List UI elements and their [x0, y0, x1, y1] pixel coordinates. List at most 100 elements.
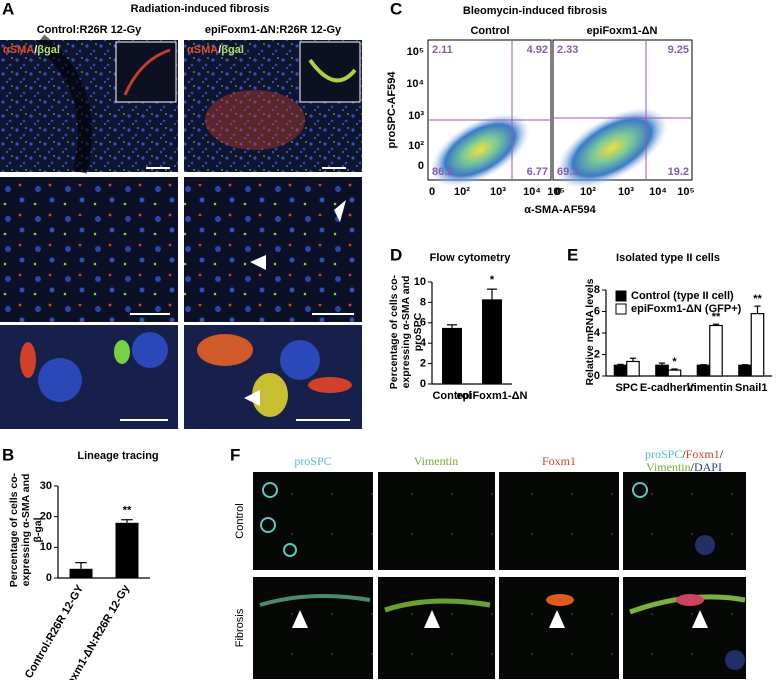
significance-label: ** [712, 311, 721, 323]
stain-label: αSMA/βgal [187, 44, 244, 56]
significance-label: * [672, 356, 677, 368]
bar [442, 327, 462, 384]
panel-c-plots [427, 39, 693, 189]
x-tick-label: 10⁵ [677, 186, 694, 198]
panel-letter: B [2, 445, 14, 464]
bar [667, 369, 682, 377]
bar [626, 360, 640, 377]
bar [115, 522, 139, 578]
column-label: Control [470, 25, 509, 37]
x-tick-label: 10³ [618, 186, 634, 198]
y-tick-label: 10⁵ [407, 46, 424, 58]
chart-title: Isolated type II cells [616, 252, 720, 264]
y-tick-label: 4 [420, 337, 427, 349]
x-tick-label: 0 [555, 186, 561, 198]
x-tick-label: 10⁴ [649, 186, 667, 198]
panel-f-images [253, 472, 746, 679]
row-label: Control [234, 503, 246, 538]
bar [709, 324, 723, 377]
y-tick-label: 0 [46, 572, 52, 584]
x-tick-label: 10⁵ [547, 186, 564, 198]
y-tick-label: 4 [594, 327, 601, 339]
y-tick-label: 10² [408, 140, 424, 152]
panel-title: Bleomycin-induced fibrosis [463, 5, 607, 17]
x-tick-label: 10³ [490, 186, 506, 198]
micrograph [0, 177, 178, 322]
x-tick-label: 10² [454, 186, 470, 198]
y-tick-label: 2 [594, 348, 600, 360]
quadrant-value: 2.33 [557, 44, 578, 56]
merge-label: Vimentin/DAPI [646, 460, 722, 474]
quadrant-value: 86.2 [432, 166, 453, 178]
bar [696, 364, 711, 377]
y-tick-label: 10⁴ [406, 78, 424, 90]
bar [738, 364, 752, 377]
bar [482, 299, 502, 384]
x-tick-label: Vimentin [687, 382, 734, 394]
y-tick-label: 10³ [408, 110, 424, 122]
y-axis-label: Percentage of cells co-expressing α-SMA … [388, 274, 424, 390]
y-tick-label: 0 [420, 378, 426, 390]
y-tick-label: 0 [418, 160, 424, 172]
y-tick-label: 20 [40, 511, 52, 523]
micrograph [184, 177, 362, 322]
stain-part: βgal [37, 44, 60, 56]
x-tick-label: Snail1 [735, 382, 767, 394]
bar [613, 364, 628, 377]
column-label: epiFoxm1-ΔN [587, 25, 658, 37]
merge-part: proSPC [645, 447, 682, 461]
quadrant-value: 6.77 [527, 166, 548, 178]
merge-label: proSPC/Foxm1/ [645, 447, 724, 461]
stain-part: αSMA [3, 44, 34, 56]
legend-swatch [615, 290, 627, 302]
panel-letter: E [567, 245, 578, 264]
row-label: Fibrosis [234, 608, 246, 647]
panel-letter: A [2, 0, 14, 18]
stain-label: αSMA/βgal [3, 44, 60, 56]
quadrant-value: 2.11 [432, 44, 453, 56]
bar [69, 568, 93, 578]
stain-part: αSMA [187, 44, 218, 56]
panel-letter: F [230, 445, 240, 464]
column-label: epiFoxm1-ΔN:R26R 12-Gy [205, 24, 342, 36]
column-label: Vimentin [414, 454, 459, 468]
chart-title: Flow cytometry [430, 252, 512, 264]
y-tick-label: 10 [414, 276, 426, 288]
x-tick-label: 10⁴ [523, 186, 541, 198]
y-tick-label: 6 [594, 305, 600, 317]
x-tick-label: epiFoxm1-ΔN:R26R 12-Gy [54, 582, 133, 680]
panel-title: Radiation-induced fibrosis [131, 3, 270, 15]
chart-title: Lineage tracing [77, 450, 158, 462]
x-tick-label: epiFoxm1-ΔN [457, 390, 528, 402]
y-tick-label: 8 [594, 284, 600, 296]
bar [655, 364, 669, 377]
panel-letter: D [390, 245, 402, 264]
column-label: Foxm1 [542, 454, 576, 468]
legend-label: epiFoxm1-ΔN (GFP+) [631, 303, 742, 315]
stain-part: / [218, 44, 221, 56]
bar [750, 313, 765, 377]
y-axis-label: Percentage of cells co-expressing α-SMA … [8, 472, 44, 588]
stain-part: βgal [221, 44, 244, 56]
column-label: proSPC [294, 454, 331, 468]
y-tick-label: 30 [40, 480, 52, 492]
y-axis-label: Relative mRNA levels [584, 278, 596, 386]
x-tick-label: 10² [580, 186, 596, 198]
y-tick-label: 2 [420, 358, 426, 370]
merge-part: / [682, 447, 686, 461]
column-label: Control:R26R 12-Gy [37, 24, 142, 36]
quadrant-value: 19.2 [668, 166, 689, 178]
axis-label: α-SMA-AF594 [524, 204, 596, 216]
merge-part: Vimentin [646, 460, 691, 474]
quadrant-value: 9.25 [668, 44, 689, 56]
x-tick-label: E-cadherin [640, 382, 697, 394]
stain-part: / [34, 44, 37, 56]
panel-letter: C [390, 0, 402, 18]
y-tick-label: 8 [420, 296, 426, 308]
axis-label: proSPC-AF594 [386, 71, 398, 149]
significance-label: * [490, 274, 495, 286]
y-tick-label: 6 [420, 317, 426, 329]
x-tick-label: 0 [429, 186, 435, 198]
